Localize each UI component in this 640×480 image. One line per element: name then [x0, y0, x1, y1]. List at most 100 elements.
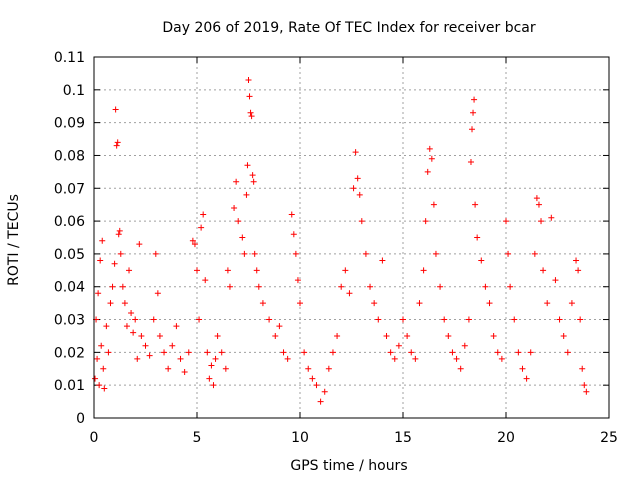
y-axis-title: ROTI / TECUs [6, 194, 22, 286]
data-point [379, 257, 386, 264]
y-tick-label: 0.11 [54, 50, 85, 66]
data-point [210, 382, 217, 389]
data-point [146, 352, 153, 359]
data-point [428, 155, 435, 162]
data-point [248, 113, 255, 120]
data-point [472, 201, 479, 208]
data-point [103, 323, 110, 330]
y-tick-label: 0.07 [54, 181, 85, 197]
data-point [581, 382, 588, 389]
data-point [292, 250, 299, 257]
data-point [255, 283, 262, 290]
data-point [544, 300, 551, 307]
data-point [196, 316, 203, 323]
data-point [130, 329, 137, 336]
data-point [457, 365, 464, 372]
data-point [329, 349, 336, 356]
data-point [430, 201, 437, 208]
data-point [505, 250, 512, 257]
data-point [177, 355, 184, 362]
data-point [482, 283, 489, 290]
data-point [169, 342, 176, 349]
data-point [313, 382, 320, 389]
data-point [538, 218, 545, 225]
data-point [383, 332, 390, 339]
data-point [416, 300, 423, 307]
data-point [253, 267, 260, 274]
data-point [486, 300, 493, 307]
y-tick-label: 0.02 [54, 345, 85, 361]
data-point [126, 267, 133, 274]
data-point [243, 191, 250, 198]
data-point [288, 211, 295, 218]
data-point [233, 178, 240, 185]
y-tick-label: 0.05 [54, 247, 85, 263]
data-point [121, 300, 128, 307]
data-point [165, 365, 172, 372]
data-point [123, 323, 130, 330]
data-point [568, 300, 575, 307]
data-point [424, 168, 431, 175]
data-point [527, 349, 534, 356]
data-point [426, 145, 433, 152]
data-point [408, 349, 415, 356]
data-point [494, 349, 501, 356]
data-point [465, 316, 472, 323]
data-point [96, 382, 103, 389]
data-point [259, 300, 266, 307]
data-point [531, 250, 538, 257]
data-point [112, 106, 119, 113]
data-point [185, 349, 192, 356]
data-point [134, 355, 141, 362]
data-point [136, 241, 143, 248]
data-point [98, 342, 105, 349]
data-point [280, 349, 287, 356]
data-point [189, 237, 196, 244]
data-point [272, 332, 279, 339]
data-point [156, 332, 163, 339]
data-point [115, 231, 122, 238]
data-point [325, 365, 332, 372]
data-point [245, 76, 252, 83]
data-point [470, 109, 477, 116]
data-point [471, 96, 478, 103]
data-point [266, 316, 273, 323]
data-point [334, 332, 341, 339]
data-point [244, 162, 251, 169]
data-point [297, 300, 303, 307]
data-point [461, 342, 468, 349]
data-point [515, 349, 522, 356]
data-point [412, 355, 419, 362]
grid-lines [94, 57, 609, 418]
data-point [212, 355, 219, 362]
data-point [362, 250, 369, 257]
y-tick-label: 0.06 [54, 214, 85, 230]
data-point [206, 375, 213, 382]
data-point [111, 260, 118, 267]
data-point [97, 257, 104, 264]
y-tick-label: 0 [76, 411, 85, 427]
data-point [577, 316, 584, 323]
y-tick-label: 0.09 [54, 116, 85, 132]
x-axis-title: GPS time / hours [290, 458, 407, 474]
data-point [338, 283, 345, 290]
data-point [358, 218, 365, 225]
data-point [573, 257, 580, 264]
data-point [352, 149, 359, 156]
data-point [202, 277, 209, 284]
data-point [117, 250, 124, 257]
data-point [119, 283, 126, 290]
data-point [305, 365, 312, 372]
data-point [99, 237, 106, 244]
data-point [198, 224, 205, 231]
data-point [354, 175, 361, 182]
x-tick-label: 0 [90, 430, 99, 446]
data-point [290, 231, 297, 238]
data-point [241, 250, 248, 257]
data-point [109, 283, 116, 290]
data-point [342, 267, 349, 274]
data-point [371, 300, 378, 307]
data-point [556, 316, 563, 323]
data-point [441, 316, 448, 323]
